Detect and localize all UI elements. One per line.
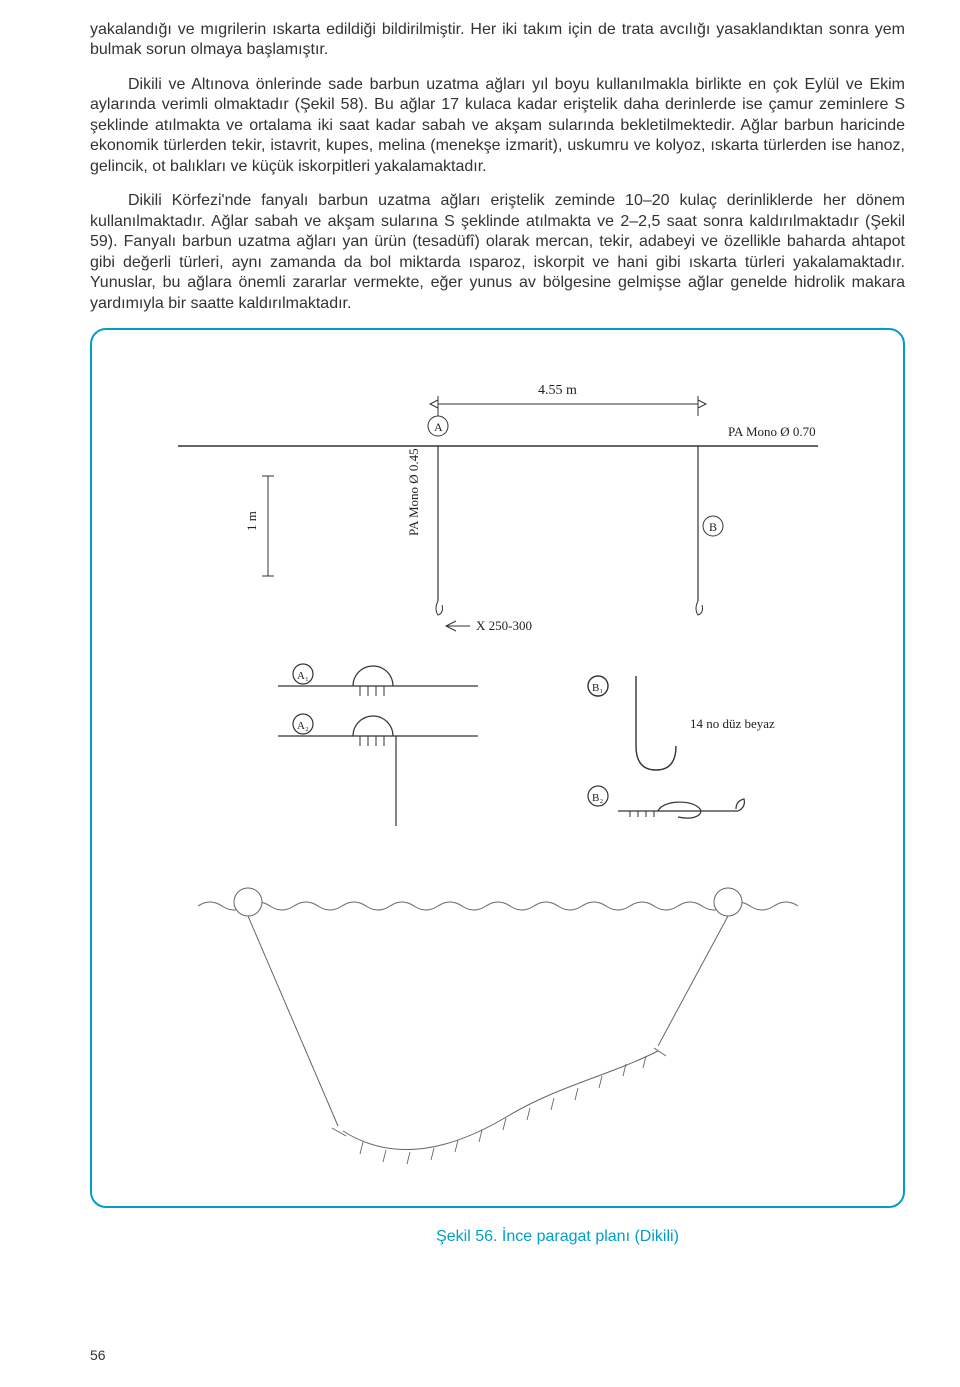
paragraph-2: Dikili ve Altınova önlerinde sade barbun… (90, 75, 905, 177)
label-a2: A₂ (297, 720, 309, 732)
label-xcount: X 250-300 (476, 618, 532, 633)
paragraph-3: Dikili Körfezi'nde fanyalı barbun uzatma… (90, 191, 905, 314)
label-pa-right: PA Mono Ø 0.70 (728, 424, 816, 439)
page-number: 56 (90, 1347, 106, 1363)
label-b1: B₁ (592, 682, 603, 694)
label-b: B (709, 520, 717, 534)
label-1m: 1 m (244, 511, 259, 531)
label-a: A (434, 420, 443, 434)
figure-svg-wrap: 4.55 m PA Mono Ø 0.70 A B PA Mono Ø 0.45 (108, 346, 887, 1190)
label-a1: A₁ (297, 670, 309, 682)
label-top-dim: 4.55 m (538, 383, 577, 398)
figure-svg: 4.55 m PA Mono Ø 0.70 A B PA Mono Ø 0.45 (138, 346, 858, 1186)
figure-caption: Şekil 56. İnce paragat planı (Dikili) (210, 1228, 905, 1246)
label-b2: B₂ (592, 792, 603, 804)
label-pa-mid: PA Mono Ø 0.45 (406, 448, 421, 536)
label-hook: 14 no düz beyaz (690, 716, 775, 731)
paragraph-1: yakalandığı ve mıgrilerin ıskarta edildi… (90, 20, 905, 61)
figure-box: 4.55 m PA Mono Ø 0.70 A B PA Mono Ø 0.45 (90, 328, 905, 1208)
